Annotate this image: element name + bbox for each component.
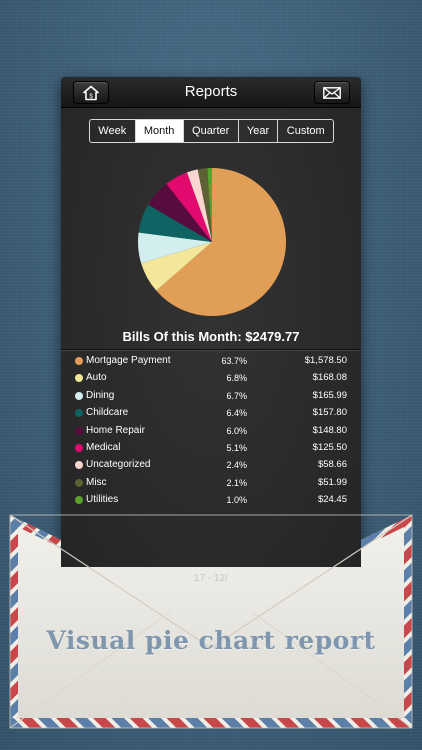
- category-percent: 6.4%: [226, 408, 247, 419]
- category-amount: $168.08: [312, 372, 347, 384]
- category-amount: $165.99: [312, 389, 347, 401]
- category-percent: 2.1%: [226, 477, 247, 488]
- category-percent: 2.4%: [226, 460, 247, 471]
- legend-row[interactable]: Uncategorized 2.4% $58.66: [61, 457, 361, 474]
- category-name: Mortgage Payment: [86, 355, 171, 366]
- color-dot: [75, 374, 83, 383]
- tab-custom[interactable]: Custom: [286, 125, 325, 137]
- nav-bar: $ Reports: [61, 77, 361, 108]
- bills-total: Bills Of this Month: $2479.77: [122, 329, 300, 344]
- category-amount: $58.66: [317, 459, 347, 471]
- svg-text:$: $: [89, 94, 93, 100]
- category-name: Childcare: [86, 407, 129, 419]
- color-dot: [75, 478, 83, 487]
- category-name: Utilities: [86, 494, 119, 506]
- legend-row[interactable]: Auto 6.8% $168.08: [61, 370, 361, 387]
- category-name: Dining: [86, 389, 115, 401]
- pie-slice-dining: [138, 232, 212, 264]
- faint-date-text: 17 - 12/: [194, 573, 228, 584]
- pie-slice-utilities: [207, 168, 212, 242]
- home-icon: $: [83, 85, 99, 100]
- pie-slice-medical: [166, 172, 212, 242]
- pie-slice-childcare: [138, 204, 212, 242]
- pie-slice-home-repair: [148, 183, 212, 242]
- email-button[interactable]: [314, 81, 350, 104]
- legend-row[interactable]: Dining 6.7% $165.99: [61, 388, 361, 405]
- category-percent: 6.0%: [226, 425, 247, 436]
- pie-slice-uncategorized: [186, 169, 212, 242]
- category-name: Auto: [86, 372, 107, 384]
- tab-week[interactable]: Week: [90, 120, 136, 142]
- tab-quarter[interactable]: Quarter: [184, 120, 239, 142]
- color-dot: [75, 409, 83, 418]
- category-name: Medical: [86, 441, 121, 453]
- category-percent: 6.8%: [226, 373, 247, 384]
- category-percent: 63.7%: [221, 356, 247, 366]
- color-dot: [75, 426, 83, 435]
- pie-slice-misc: [197, 168, 212, 242]
- category-name: Home Repair: [86, 424, 145, 436]
- category-legend: Mortgage Payment 63.7% $1,578.50 Auto 6.8% $1…: [61, 353, 361, 510]
- tab-year[interactable]: Year: [239, 120, 279, 142]
- category-amount: $24.45: [317, 494, 347, 506]
- category-amount: $148.80: [312, 424, 347, 436]
- color-dot: [75, 496, 83, 505]
- category-amount: $1,578.50: [304, 355, 347, 366]
- color-dot: [75, 391, 83, 400]
- page-title: Reports: [184, 83, 238, 100]
- envelope-icon: [323, 86, 341, 99]
- tab-month[interactable]: Month: [135, 120, 184, 142]
- legend-row[interactable]: Mortgage Payment 63.7% $1,578.50: [61, 353, 361, 370]
- pie-slice-auto: [141, 242, 212, 291]
- category-name: Misc: [86, 476, 107, 488]
- report-screen: $ Reports Week Month Quarter Year Custom…: [61, 77, 361, 597]
- color-dot: [75, 357, 83, 365]
- legend-row[interactable]: Utilities 1.0% $24.45: [61, 492, 361, 509]
- divider: [61, 349, 361, 351]
- pie-chart: [138, 168, 286, 316]
- category-amount: $125.50: [312, 441, 347, 453]
- category-name: Uncategorized: [86, 459, 151, 471]
- envelope-caption: Visual pie chart report: [46, 626, 376, 655]
- pie-slice-mortgage-payment: [156, 168, 286, 316]
- legend-row[interactable]: Home Repair 6.0% $148.80: [61, 423, 361, 440]
- period-segmented-control: Week Month Quarter Year Custom: [89, 119, 334, 143]
- category-percent: 5.1%: [226, 442, 247, 453]
- category-percent: 1.0%: [226, 495, 247, 506]
- category-percent: 6.7%: [226, 390, 247, 401]
- category-amount: $157.80: [312, 407, 347, 419]
- legend-row[interactable]: Misc 2.1% $51.99: [61, 475, 361, 492]
- color-dot: [75, 461, 83, 470]
- legend-row[interactable]: Medical 5.1% $125.50: [61, 440, 361, 457]
- color-dot: [75, 443, 83, 452]
- legend-row[interactable]: Childcare 6.4% $157.80: [61, 405, 361, 422]
- category-amount: $51.99: [317, 476, 347, 488]
- home-button[interactable]: $: [73, 81, 109, 104]
